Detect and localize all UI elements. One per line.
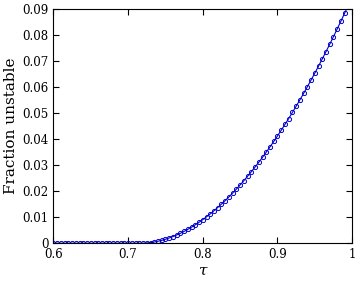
Y-axis label: Fraction unstable: Fraction unstable bbox=[4, 58, 18, 194]
X-axis label: τ: τ bbox=[199, 264, 207, 278]
